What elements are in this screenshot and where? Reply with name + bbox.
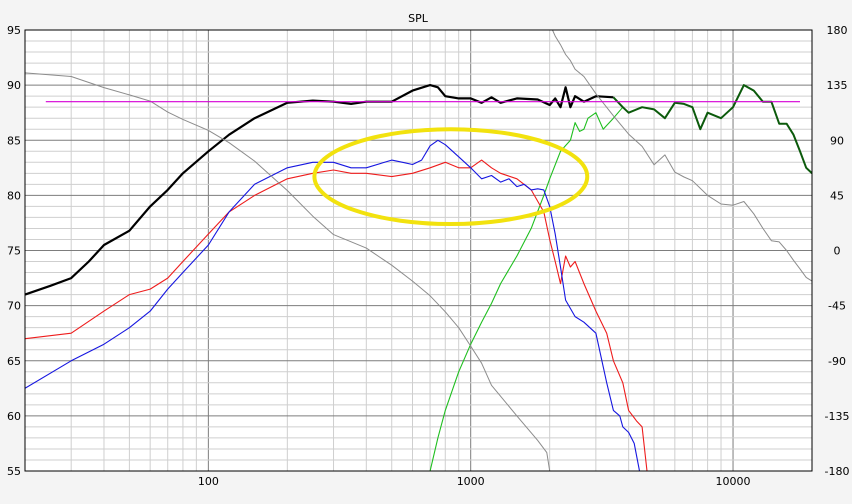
y-tick-label: 60 <box>7 410 21 423</box>
y2-tick-label: 180 <box>827 24 848 37</box>
y2-tick-label: 90 <box>830 134 844 147</box>
plot-frame <box>24 29 813 472</box>
y-tick-label: 85 <box>7 134 21 147</box>
plot-border <box>24 29 813 472</box>
highlight-ellipse <box>312 127 590 227</box>
y2-tick-label: 135 <box>827 79 848 92</box>
chart-title: SPL <box>408 12 429 25</box>
x-tick-label: 10000 <box>716 475 751 488</box>
annotation-group <box>312 127 590 227</box>
series-group <box>25 30 812 471</box>
y2-tick-label: -135 <box>825 410 850 423</box>
y2-tick-label: -180 <box>825 465 850 478</box>
y-tick-label: 65 <box>7 355 21 368</box>
y-tick-label: 95 <box>7 24 21 37</box>
series-line-gray-phase <box>25 30 812 471</box>
y2-tick-label: -90 <box>828 355 846 368</box>
x-tick-label: 1000 <box>457 475 485 488</box>
grid-lines <box>24 29 813 472</box>
series-line-dark-green-overlay <box>612 84 812 175</box>
y2-tick-label: -45 <box>828 300 846 313</box>
y-tick-label: 90 <box>7 79 21 92</box>
tick-labels: 55 60 65 70 75 80 85 90 95 -180 -135 -90 -45 0 45 90 135… <box>7 24 849 488</box>
y2-tick-label: 0 <box>834 245 841 258</box>
series-line-black-spl <box>25 84 614 296</box>
series-line-red-response <box>25 159 648 471</box>
x-tick-label: 100 <box>198 475 219 488</box>
y-tick-label: 70 <box>7 300 21 313</box>
y-tick-label: 55 <box>7 465 21 478</box>
y-tick-label: 75 <box>7 245 21 258</box>
y-tick-label: 80 <box>7 189 21 202</box>
y2-tick-label: 45 <box>830 189 844 202</box>
series-line-blue-response <box>25 139 641 471</box>
